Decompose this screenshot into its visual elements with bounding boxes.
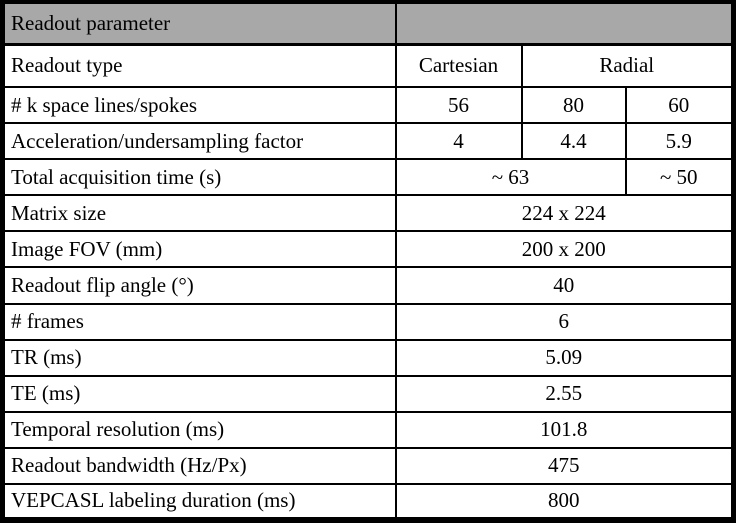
row-label: # frames [1,302,397,341]
table-row-te: TE (ms) 2.55 [1,374,735,413]
table-row-matrix-size: Matrix size 224 x 224 [1,194,735,233]
row-label: Matrix size [1,194,397,233]
table-row-vepcasl-labeling-duration: VEPCASL labeling duration (ms) 800 [1,482,735,522]
cell-value: 101.8 [394,410,735,449]
cell-value: 80 [520,86,627,125]
cell-value: ~ 50 [624,158,735,197]
table-row-readout-bandwidth: Readout bandwidth (Hz/Px) 475 [1,446,735,485]
cell-value: 4 [394,122,523,161]
row-label: Total acquisition time (s) [1,158,397,197]
row-label: Readout bandwidth (Hz/Px) [1,446,397,485]
cell-value: 5.09 [394,338,735,377]
cell-value: 475 [394,446,735,485]
row-label: TE (ms) [1,374,397,413]
cell-value: 40 [394,266,735,305]
cell-value: 6 [394,302,735,341]
cell-value: ~ 63 [394,158,627,197]
header-empty-cell [394,0,735,46]
cell-value: 60 [624,86,735,125]
cell-value: 2.55 [394,374,735,413]
cell-value: 56 [394,86,523,125]
row-label: Readout type [1,43,397,89]
table-header-row: Readout parameter [1,0,735,46]
table-row-k-space-lines: # k space lines/spokes 56 80 60 [1,86,735,125]
table-row-total-acquisition-time: Total acquisition time (s) ~ 63 ~ 50 [1,158,735,197]
row-label: Acceleration/undersampling factor [1,122,397,161]
cell-value: 200 x 200 [394,230,735,269]
header-readout-parameter: Readout parameter [1,0,397,46]
cell-value: 800 [394,482,735,522]
table-row-readout-flip-angle: Readout flip angle (°) 40 [1,266,735,305]
row-label: Image FOV (mm) [1,230,397,269]
table-row-readout-type: Readout type Cartesian Radial [1,43,735,89]
cell-value: 5.9 [624,122,735,161]
row-label: Temporal resolution (ms) [1,410,397,449]
table-row-tr: TR (ms) 5.09 [1,338,735,377]
row-label: Readout flip angle (°) [1,266,397,305]
cell-cartesian: Cartesian [394,43,523,89]
table-row-acceleration-factor: Acceleration/undersampling factor 4 4.4 … [1,122,735,161]
cell-value: 4.4 [520,122,627,161]
table-row-temporal-resolution: Temporal resolution (ms) 101.8 [1,410,735,449]
cell-value: 224 x 224 [394,194,735,233]
table-row-frames: # frames 6 [1,302,735,341]
table-row-image-fov: Image FOV (mm) 200 x 200 [1,230,735,269]
row-label: TR (ms) [1,338,397,377]
cell-radial: Radial [520,43,735,89]
row-label: # k space lines/spokes [1,86,397,125]
row-label: VEPCASL labeling duration (ms) [1,482,397,522]
